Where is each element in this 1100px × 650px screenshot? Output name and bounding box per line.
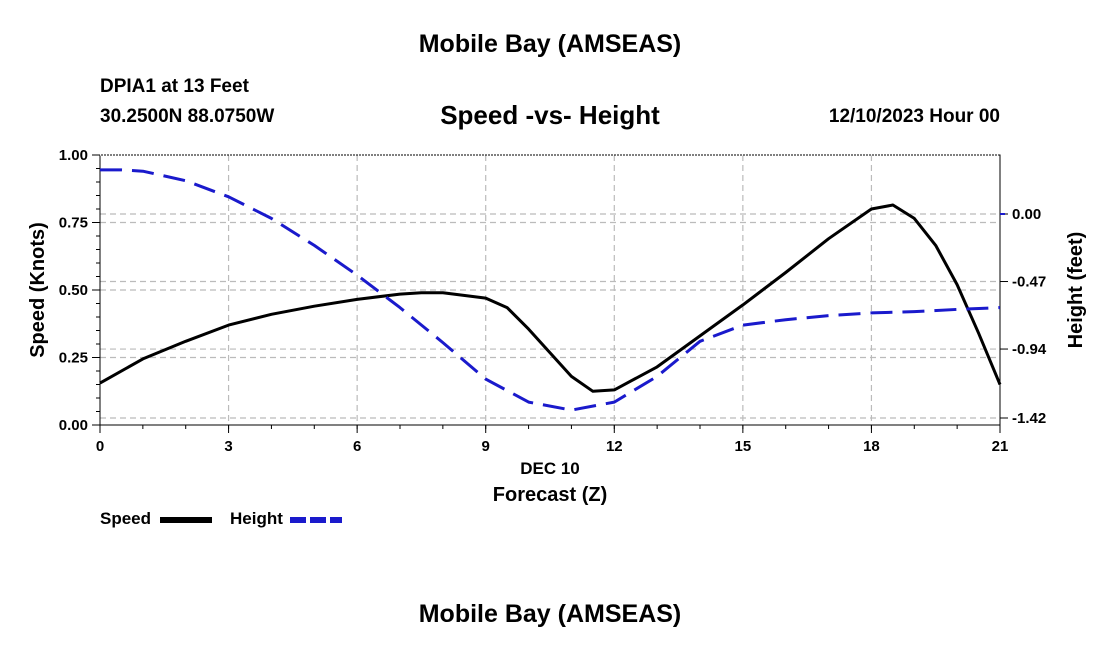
station-coordinates: 30.2500N 88.0750W [100, 106, 275, 127]
right-y-axis-title: Height (feet) [1065, 232, 1087, 349]
x-tick-label: 0 [96, 438, 104, 455]
x-tick-label: 18 [863, 438, 880, 455]
legend-speed-label: Speed [100, 509, 152, 528]
forecast-date-hour: 12/10/2023 Hour 00 [828, 106, 1000, 127]
x-tick-label: 9 [482, 438, 490, 455]
grid-lines [100, 155, 1000, 425]
left-y-tick-label: 0.50 [59, 282, 88, 299]
x-tick-label: 15 [735, 438, 752, 455]
left-y-tick-label: 0.25 [59, 350, 88, 367]
left-y-tick-label: 1.00 [59, 147, 88, 164]
right-y-tick-label: 0.00 [1012, 206, 1041, 223]
x-tick-label: 21 [992, 438, 1009, 455]
series-line-height [100, 168, 1001, 412]
footer-title: Mobile Bay (AMSEAS) [418, 600, 682, 628]
legend-height-label: Height [230, 509, 283, 528]
right-y-tick-label: -0.47 [1012, 274, 1046, 291]
x-axis-date-label: DEC 10 [520, 459, 580, 478]
x-axis-title: Forecast (Z) [493, 484, 607, 506]
x-tick-label: 12 [606, 438, 623, 455]
speed-height-chart: 0 3 6 9 12 15 18 21 0.00 0.25 0.50 0.75 1.00 0.00 -0.4… [27, 147, 1087, 523]
station-name: DPIA1 at 13 Feet [100, 76, 249, 97]
axes: 0 3 6 9 12 15 18 21 0.00 0.25 0.50 0.75 1.00 0.00 -0.4… [59, 147, 1047, 455]
main-title: Mobile Bay (AMSEAS) [418, 30, 682, 58]
left-y-axis-title: Speed (Knots) [27, 222, 49, 358]
data-series [99, 168, 1002, 412]
series-line-speed [99, 203, 1002, 393]
left-y-tick-label: 0.00 [59, 417, 88, 434]
chart-subtitle: Speed -vs- Height [440, 100, 660, 130]
right-y-tick-label: -0.94 [1012, 341, 1047, 358]
left-y-tick-label: 0.75 [59, 215, 88, 232]
x-tick-label: 3 [224, 438, 232, 455]
x-tick-label: 6 [353, 438, 361, 455]
right-y-tick-label: -1.42 [1012, 410, 1046, 427]
